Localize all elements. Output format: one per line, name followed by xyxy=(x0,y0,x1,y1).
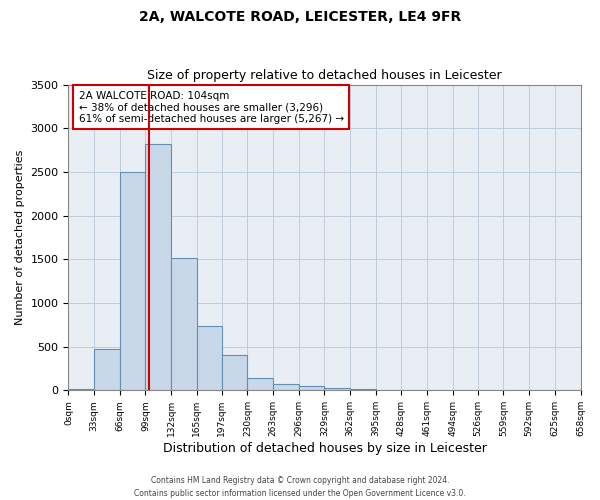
Text: 2A WALCOTE ROAD: 104sqm
← 38% of detached houses are smaller (3,296)
61% of semi: 2A WALCOTE ROAD: 104sqm ← 38% of detache… xyxy=(79,90,344,124)
Bar xyxy=(350,389,376,390)
Bar xyxy=(299,386,325,390)
X-axis label: Distribution of detached houses by size in Leicester: Distribution of detached houses by size … xyxy=(163,442,487,455)
Text: Contains HM Land Registry data © Crown copyright and database right 2024.
Contai: Contains HM Land Registry data © Crown c… xyxy=(134,476,466,498)
Bar xyxy=(171,258,197,390)
Bar xyxy=(325,388,350,390)
Bar xyxy=(120,172,145,390)
Bar xyxy=(222,356,247,390)
Title: Size of property relative to detached houses in Leicester: Size of property relative to detached ho… xyxy=(147,69,502,82)
Text: 2A, WALCOTE ROAD, LEICESTER, LE4 9FR: 2A, WALCOTE ROAD, LEICESTER, LE4 9FR xyxy=(139,10,461,24)
Bar xyxy=(68,388,94,390)
Bar xyxy=(94,349,120,391)
Y-axis label: Number of detached properties: Number of detached properties xyxy=(15,150,25,325)
Bar xyxy=(145,144,171,390)
Bar xyxy=(197,326,222,390)
Bar xyxy=(273,384,299,390)
Bar xyxy=(247,378,273,390)
